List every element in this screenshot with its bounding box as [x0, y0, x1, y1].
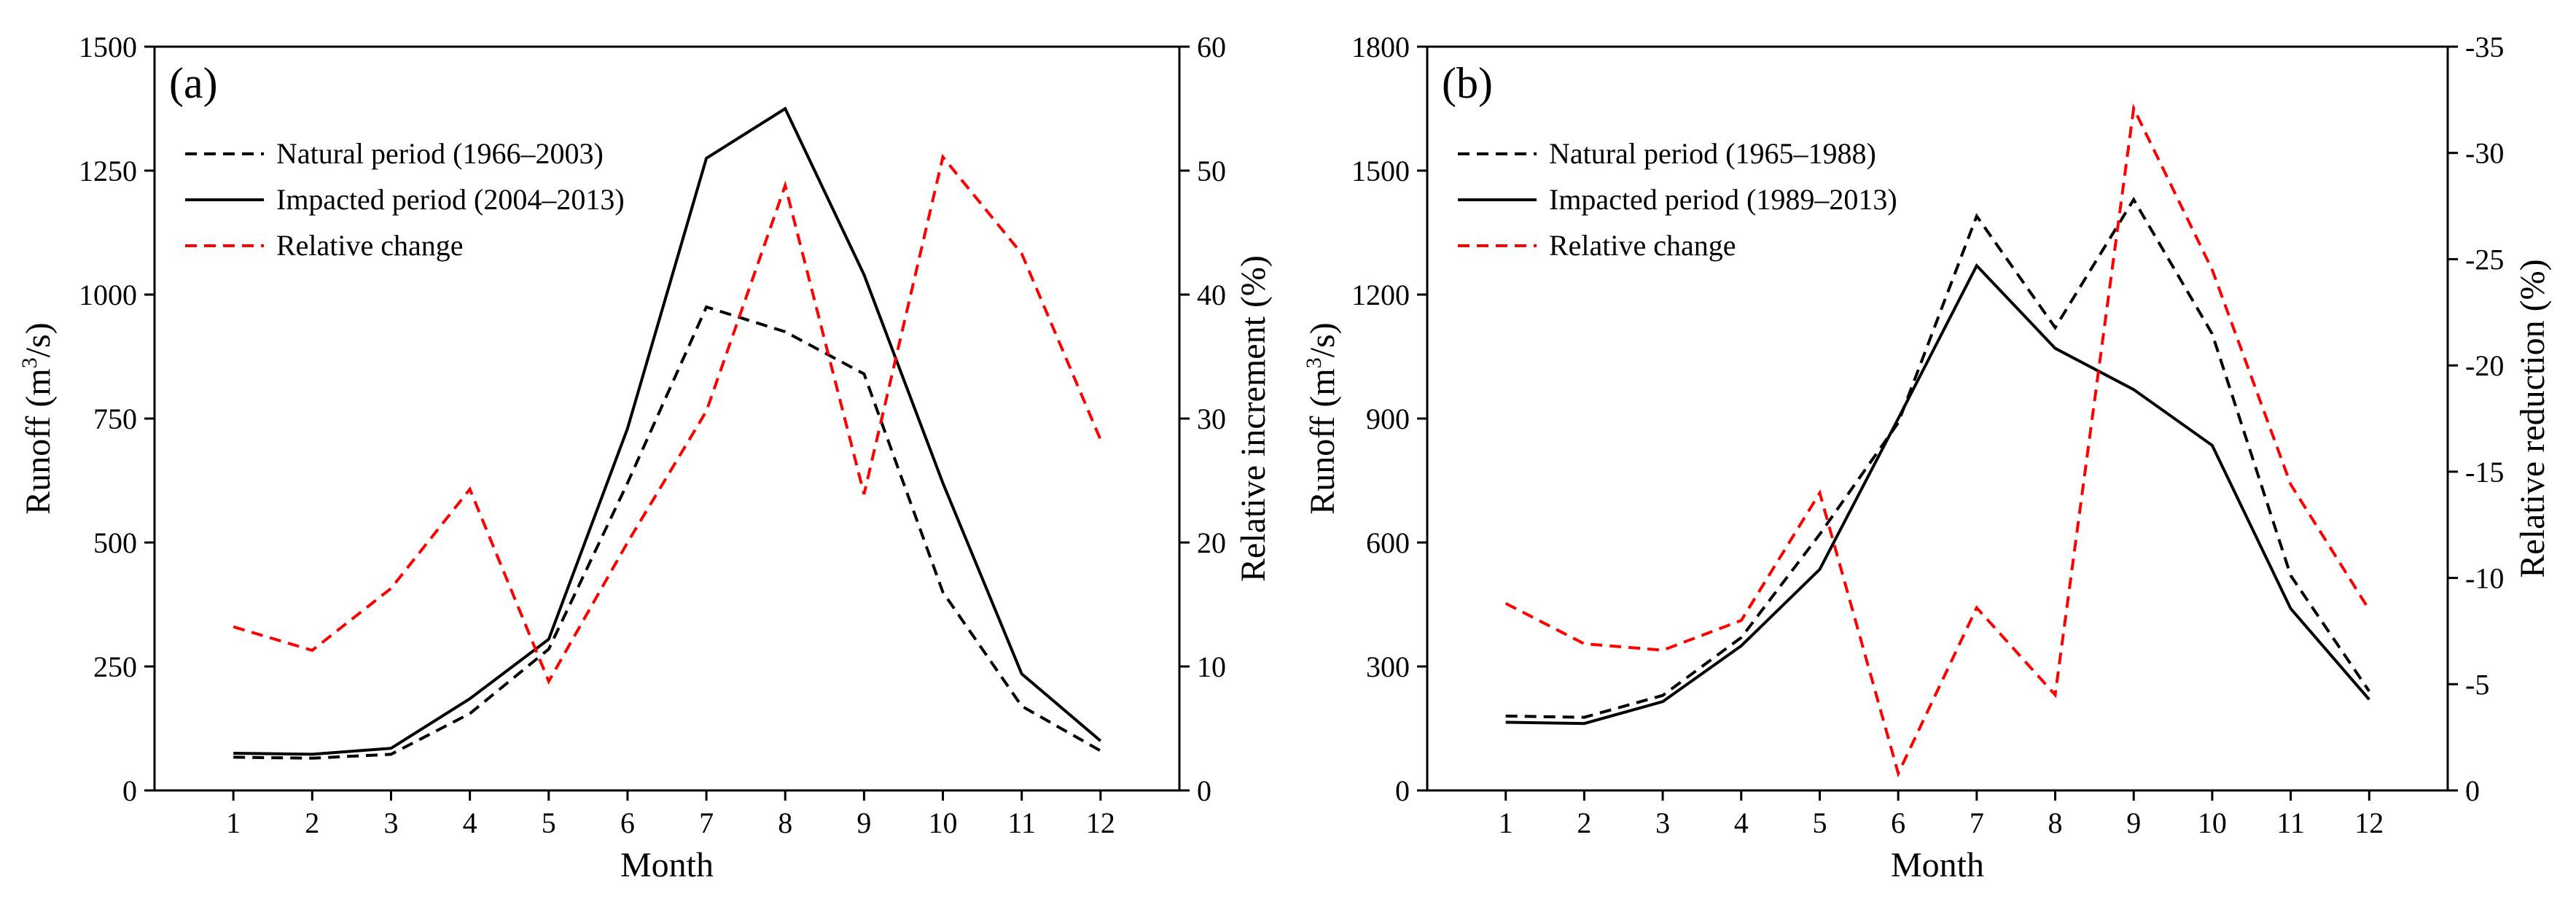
y-left-axis-title: Runoff (m3/s) [1302, 322, 1342, 514]
y-right-tick-label: -30 [2465, 137, 2504, 170]
x-tick-label: 8 [2048, 806, 2063, 839]
panel-label: (a) [169, 59, 218, 107]
series-line-1 [1505, 196, 2370, 719]
x-tick-label: 5 [542, 806, 556, 839]
x-tick-label: 10 [2198, 806, 2227, 839]
y-right-tick-label: 20 [1197, 526, 1226, 559]
x-tick-label: 6 [620, 806, 635, 839]
legend-label: Relative change [1549, 229, 1736, 262]
x-tick-label: 10 [929, 806, 958, 839]
y-right-tick-label: -20 [2465, 349, 2504, 382]
legend-label: Natural period (1966–2003) [276, 137, 604, 170]
y-right-tick-label: 0 [1197, 774, 1211, 807]
y-right-axis-title: Relative increment (%) [1234, 255, 1273, 582]
y-right-tick-label: -35 [2465, 31, 2504, 63]
series-line-3 [233, 153, 1102, 685]
y-left-axis-title-part: /s) [1303, 322, 1342, 357]
legend-label: Natural period (1965–1988) [1549, 137, 1876, 170]
y-left-tick-label: 1800 [1351, 31, 1410, 63]
legend-label: Relative change [276, 229, 464, 262]
y-left-tick-label: 1500 [1351, 155, 1410, 187]
y-left-tick-label: 0 [122, 774, 137, 807]
y-left-tick-label: 250 [93, 650, 137, 683]
legend-label: Impacted period (2004–2013) [276, 183, 625, 216]
y-right-tick-label: -25 [2465, 243, 2504, 276]
y-right-tick-label: -5 [2465, 668, 2489, 701]
x-tick-label: 9 [2126, 806, 2141, 839]
x-tick-label: 4 [463, 806, 477, 839]
x-axis-title: Month [1891, 846, 1984, 884]
x-tick-label: 11 [2276, 806, 2305, 839]
x-tick-label: 2 [305, 806, 319, 839]
y-left-tick-label: 500 [93, 526, 137, 559]
series-line-2 [233, 106, 1102, 756]
y-right-axis-title: Relative reduction (%) [2513, 259, 2552, 578]
chart-panel-a: 1 2 3 4 5 6 7 8 9 10 11 120250500750100012501500010… [17, 31, 1273, 884]
y-left-tick-label: 750 [93, 403, 137, 435]
y-left-tick-label: 300 [1366, 650, 1410, 683]
x-tick-label: 8 [778, 806, 792, 839]
y-right-tick-label: 0 [2465, 774, 2480, 807]
x-tick-label: 9 [856, 806, 871, 839]
x-tick-label: 1 [226, 806, 241, 839]
y-left-axis-title-superscript: 3 [17, 357, 42, 368]
y-right-tick-label: 50 [1197, 155, 1226, 187]
x-tick-label: 2 [1577, 806, 1591, 839]
y-left-axis-title-part: /s) [19, 322, 58, 357]
panel-label: (b) [1442, 59, 1493, 107]
y-left-axis-title: Runoff (m3/s) [17, 322, 58, 514]
y-left-tick-label: 1500 [79, 31, 137, 63]
x-tick-label: 3 [1655, 806, 1670, 839]
y-right-tick-label: -15 [2465, 456, 2504, 489]
chart-panel-b: 1 2 3 4 5 6 7 8 9 10 11 1203006009001200150018000-5… [1302, 31, 2552, 884]
y-right-tick-label: 60 [1197, 31, 1226, 63]
x-tick-label: 7 [1970, 806, 1984, 839]
series-line-1 [233, 305, 1101, 760]
y-left-tick-label: 1200 [1351, 279, 1410, 311]
y-left-tick-label: 900 [1366, 403, 1410, 435]
x-tick-label: 12 [2354, 806, 2384, 839]
y-left-tick-label: 1000 [79, 279, 137, 311]
series-line-3 [1504, 103, 2370, 778]
y-left-axis-title-part: Runoff (m [1303, 368, 1342, 514]
x-tick-label: 11 [1007, 806, 1036, 839]
series-line-2 [1505, 263, 2370, 726]
x-tick-label: 6 [1891, 806, 1905, 839]
legend-label: Impacted period (1989–2013) [1549, 183, 1897, 216]
x-tick-label: 4 [1734, 806, 1749, 839]
y-right-tick-label: 40 [1197, 279, 1226, 311]
x-tick-label: 12 [1086, 806, 1115, 839]
x-tick-label: 3 [383, 806, 398, 839]
y-left-tick-label: 1250 [79, 155, 137, 187]
x-tick-label: 5 [1812, 806, 1827, 839]
y-left-axis-title-part: Runoff (m [19, 368, 58, 514]
y-right-tick-label: -10 [2465, 562, 2504, 595]
y-left-axis-title-superscript: 3 [1302, 357, 1326, 368]
y-left-tick-label: 600 [1366, 526, 1410, 559]
y-right-tick-label: 30 [1197, 403, 1226, 435]
x-axis-title: Month [620, 846, 714, 884]
x-tick-label: 1 [1499, 806, 1513, 839]
y-left-tick-label: 0 [1395, 774, 1410, 807]
x-tick-label: 7 [699, 806, 714, 839]
y-right-tick-label: 10 [1197, 650, 1226, 683]
